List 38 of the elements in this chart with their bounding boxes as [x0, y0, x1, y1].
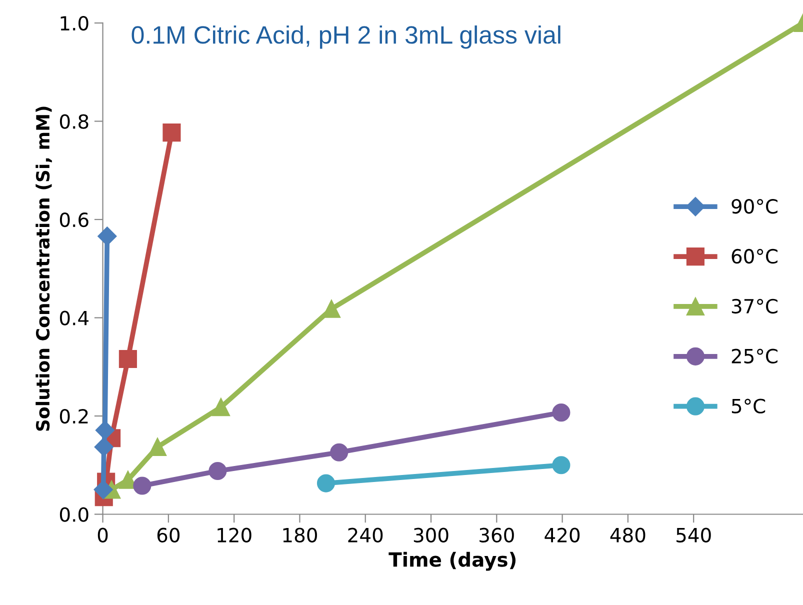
x-tick-label: 360: [480, 528, 514, 542]
point: [208, 462, 227, 480]
x-tick-label: 480: [610, 528, 646, 542]
point: [316, 474, 336, 492]
y-tick-label: 1.0: [60, 16, 88, 31]
chart-title: 0.1M Citric Acid, pH 2 in 3mL glass vial: [132, 25, 560, 49]
y-tick-label: 0.2: [60, 408, 88, 424]
point: [94, 437, 114, 456]
x-tick-label: 540: [676, 528, 711, 542]
y-axis-title: Solution Concentration (Si, mM): [36, 106, 52, 431]
point: [118, 350, 137, 368]
point: [330, 443, 348, 462]
legend-label: 5°C: [732, 398, 766, 414]
point: [162, 124, 181, 142]
y-tick-label: 0.8: [60, 114, 88, 129]
y-tick-label: 0.0: [60, 507, 88, 522]
y-tick-label: 0.4: [60, 310, 88, 326]
x-tick-label: 0: [98, 528, 108, 542]
x-tick-label: 300: [414, 528, 448, 542]
point: [98, 226, 117, 246]
x-tick-label: 420: [544, 528, 580, 542]
point: [133, 476, 152, 495]
point: [94, 480, 113, 500]
legend-label: 60°C: [732, 248, 778, 264]
x-tick-label: 180: [283, 528, 317, 542]
point: [148, 438, 167, 456]
point: [95, 420, 115, 440]
legend-label: 25°C: [732, 348, 778, 364]
point: [212, 398, 230, 416]
y-tick-label: 0.6: [60, 212, 88, 228]
point: [552, 404, 570, 422]
x-axis-title: Time (days): [388, 552, 516, 571]
legend-label: 37°C: [732, 298, 778, 314]
x-tick-label: 120: [218, 528, 252, 542]
x-tick-label: 60: [157, 528, 180, 542]
legend-label: 90°C: [732, 198, 778, 214]
point: [552, 456, 570, 474]
x-tick-label: 240: [348, 528, 383, 542]
